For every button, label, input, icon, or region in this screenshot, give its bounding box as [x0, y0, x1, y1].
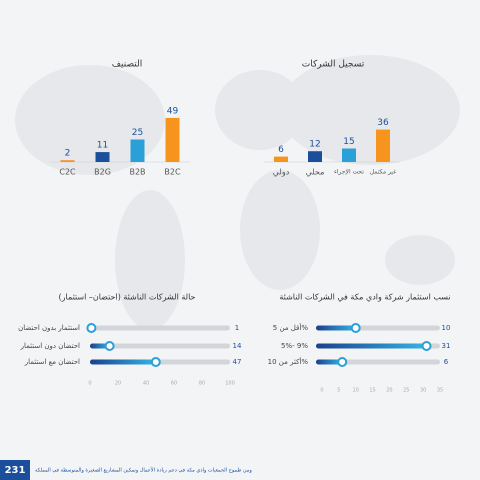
x-tick-label: 30: [420, 388, 426, 394]
category-label: أقل من 5%: [273, 323, 309, 332]
x-tick-label: 0: [88, 381, 91, 387]
x-tick-label: 15: [369, 388, 375, 394]
slider-bar: [316, 343, 427, 349]
bar: [130, 139, 145, 162]
value-label: 25: [132, 128, 143, 138]
category-label: B2G: [94, 168, 111, 177]
category-label: غير مكتمل: [370, 169, 397, 176]
category-label: محلي: [306, 168, 325, 177]
slider-knob: [104, 341, 115, 351]
category-label: احتضان مع استثمار: [24, 358, 80, 366]
x-tick-label: 35: [437, 388, 443, 394]
value-label: 11: [97, 141, 108, 151]
slider-bar: [90, 343, 110, 349]
value-label: 49: [167, 106, 179, 116]
value-label: 6: [444, 358, 449, 366]
page-number-box: [0, 460, 30, 480]
slider-knob: [421, 341, 432, 351]
category-label: تحت الإجراء: [334, 169, 364, 176]
track: [90, 343, 230, 349]
bar: [165, 117, 180, 162]
chart-title: التصنيف: [112, 60, 143, 70]
slider-knob: [86, 323, 97, 333]
category-label: أكثر من 10%: [268, 357, 309, 366]
bar: [376, 129, 390, 162]
bar: [60, 160, 75, 162]
bar: [308, 151, 322, 162]
x-tick-label: 20: [386, 388, 392, 394]
category-label: احتضان دون استثمار: [20, 342, 80, 350]
bar: [342, 148, 356, 162]
category-label: استثمار بدون احتضان: [18, 324, 80, 332]
value-label: 1: [235, 324, 239, 332]
x-tick-label: 10: [353, 388, 359, 394]
value-label: 36: [377, 118, 389, 128]
bar: [274, 156, 288, 162]
bar: [95, 152, 110, 162]
x-tick-label: 0: [320, 388, 323, 394]
x-tick-label: 40: [143, 381, 149, 387]
value-label: 14: [233, 342, 242, 350]
value-label: 47: [233, 358, 242, 366]
slider-bar: [316, 325, 356, 331]
x-tick-label: 80: [199, 381, 205, 387]
track: [90, 325, 230, 331]
value-label: 12: [309, 140, 320, 150]
slider-bar: [90, 359, 156, 365]
chart-title: تسجيل الشركات: [302, 60, 365, 70]
value-label: 15: [343, 137, 354, 147]
slider-knob: [350, 323, 361, 333]
x-tick-label: 25: [403, 388, 409, 394]
slider-knob: [337, 357, 348, 367]
value-label: 31: [442, 342, 451, 350]
value-label: 6: [278, 145, 284, 155]
footer-text: ومن طموح الجمعيات وادي مكة في دعم ريادة …: [35, 467, 252, 474]
x-tick-label: 20: [115, 381, 121, 387]
x-tick-label: 60: [171, 381, 177, 387]
page-number: 231: [5, 465, 26, 476]
slider-bar: [316, 359, 343, 365]
category-label: B2C: [164, 168, 181, 177]
category-label: دولي: [273, 168, 290, 177]
slider-knob: [150, 357, 161, 367]
category-label: 5%- 9%: [281, 342, 308, 350]
category-label: B2B: [129, 168, 145, 177]
x-tick-label: 5: [337, 388, 340, 394]
chart-title: حالة الشركات الناشئة (احتضان– استثمار): [59, 293, 196, 302]
world-map: [15, 55, 460, 330]
value-label: 10: [442, 324, 451, 332]
x-tick-label: 100: [225, 381, 235, 387]
value-label: 2: [65, 149, 71, 159]
chart-title: نسب استثمار شركة وادي مكة في الشركات الن…: [279, 293, 450, 302]
category-label: C2C: [59, 168, 76, 177]
